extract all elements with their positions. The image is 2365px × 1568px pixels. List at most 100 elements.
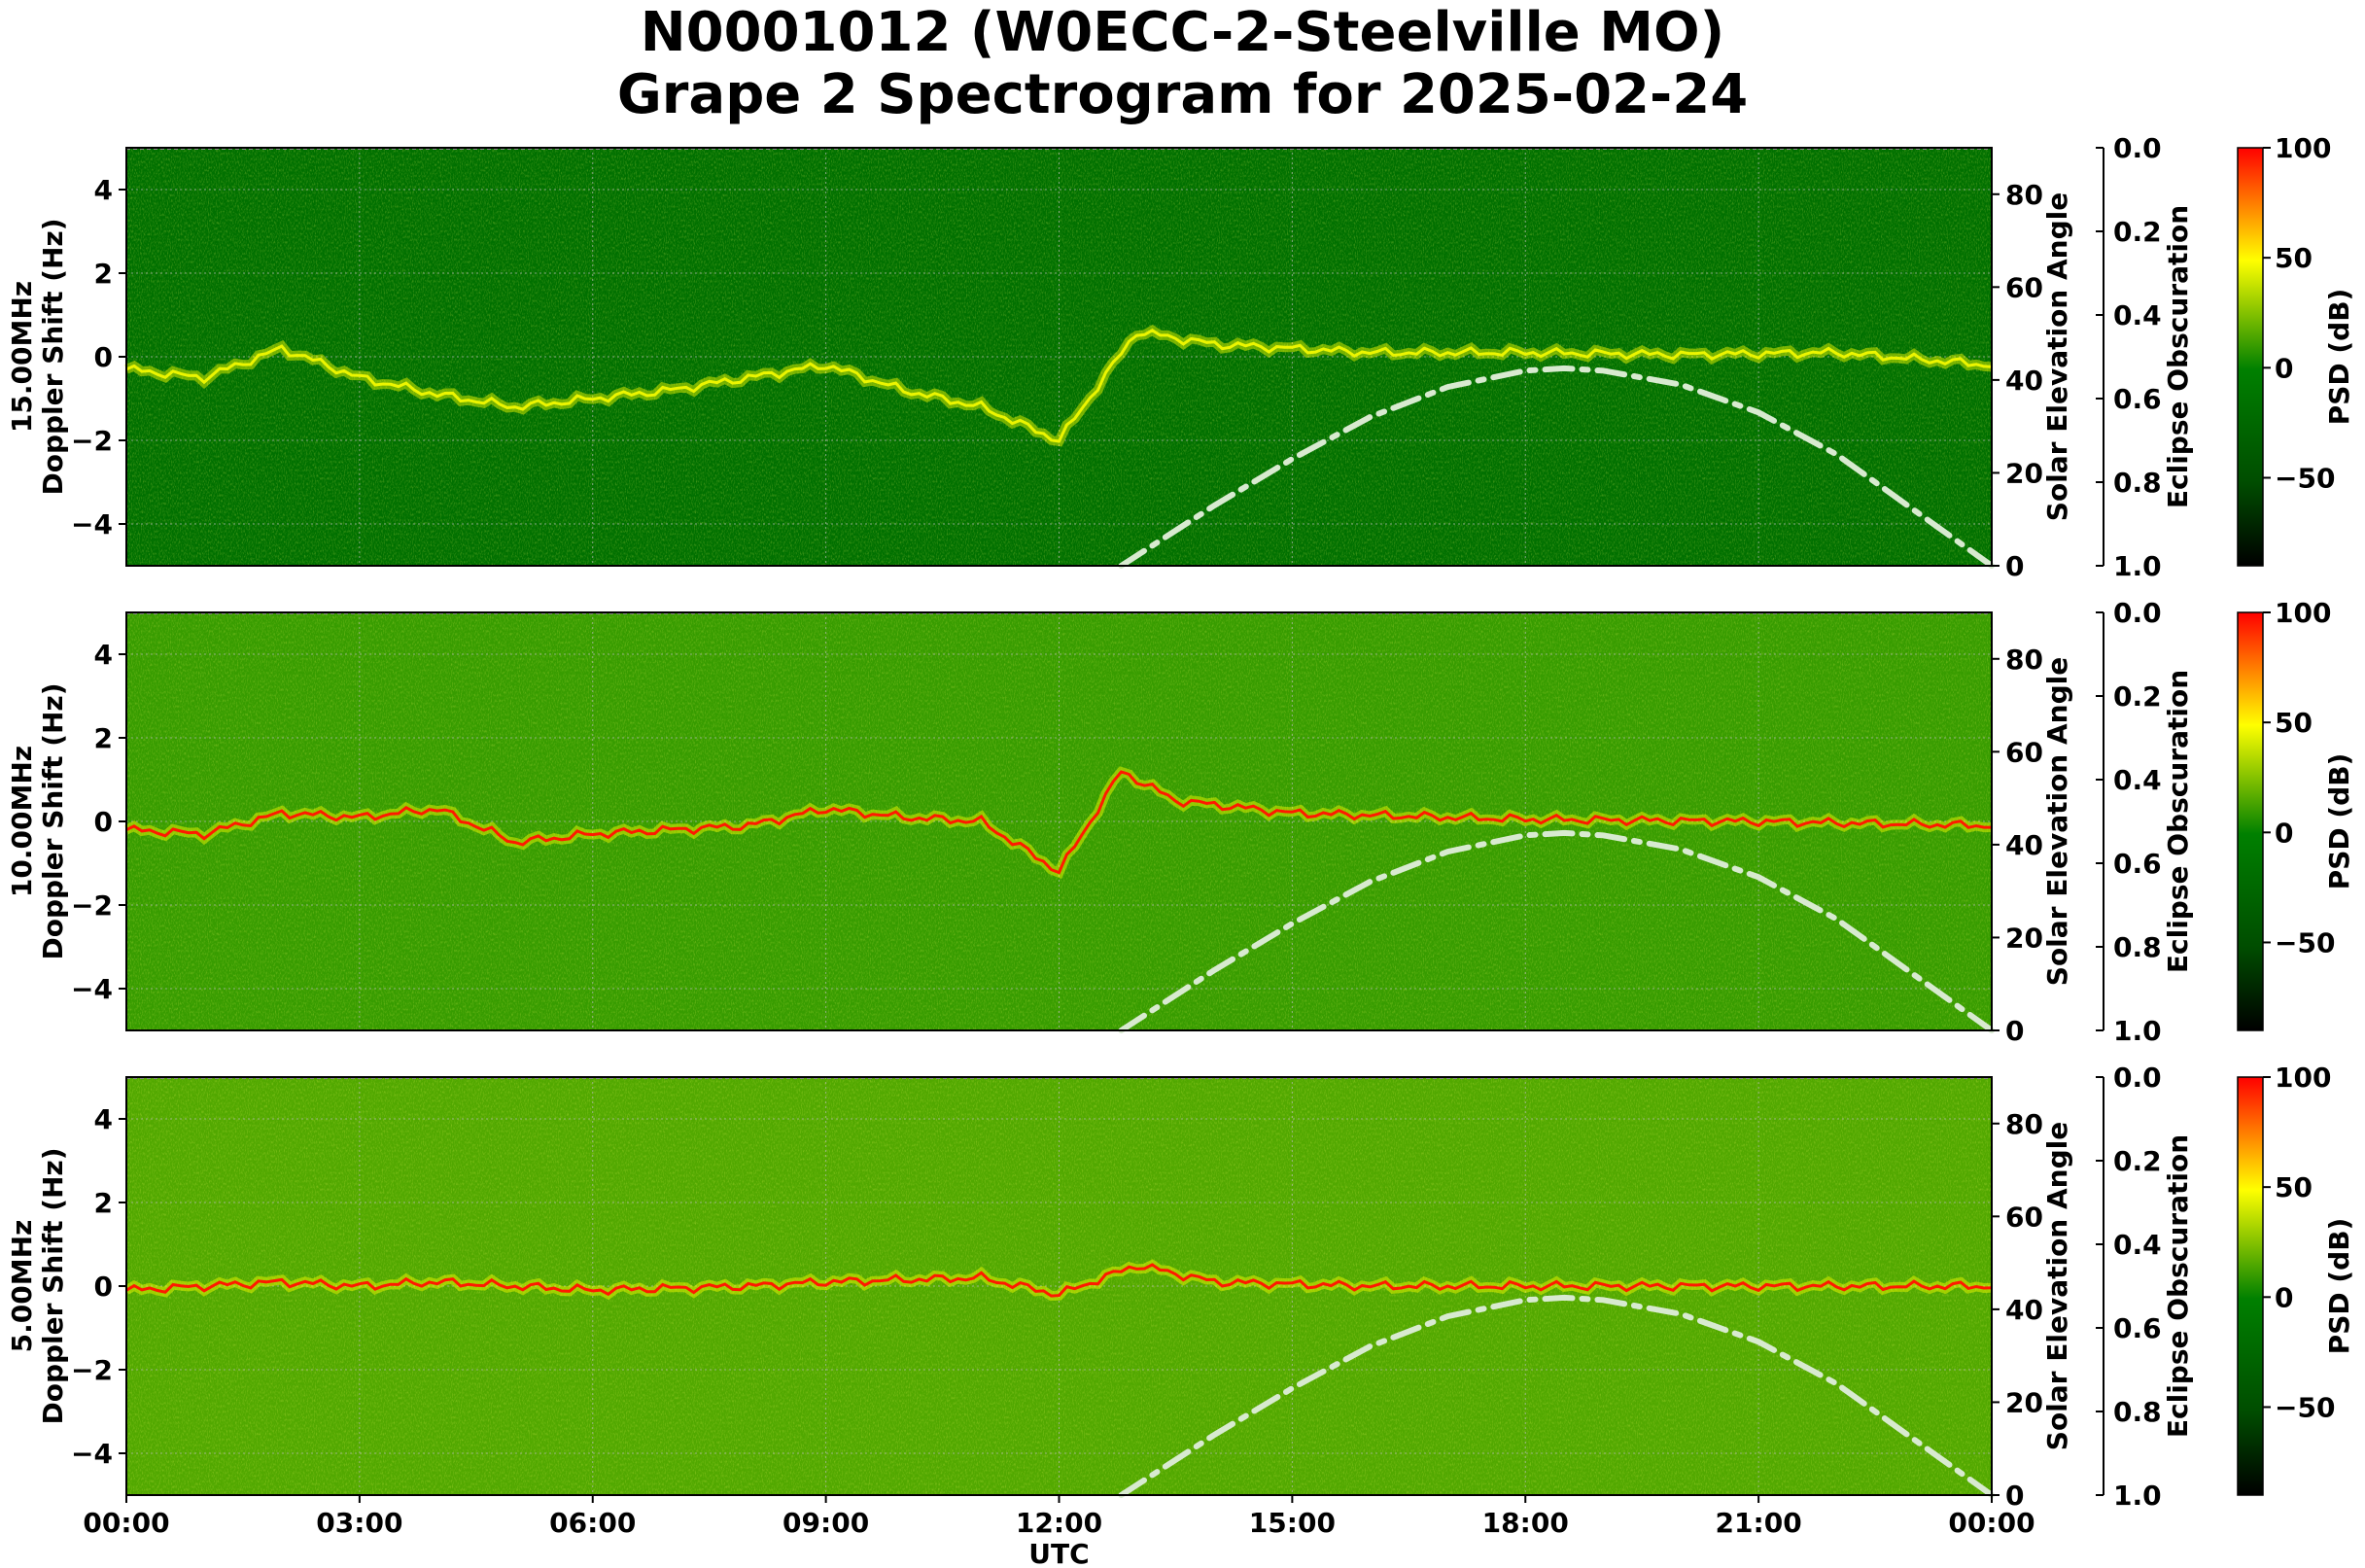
solar-tick-label: 20 — [2005, 1386, 2043, 1418]
x-axis-label: UTC — [1028, 1538, 1089, 1568]
y-tick-label: 0 — [94, 1271, 113, 1303]
y-axis-label-freq: 10.00MHz — [6, 746, 38, 897]
solar-tick-label: 60 — [2005, 1201, 2043, 1233]
eclipse-tick-label: 0.4 — [2113, 299, 2162, 331]
doppler-trace — [125, 770, 1992, 875]
x-tick-label: 03:00 — [316, 1507, 402, 1539]
panel-5.00MHz: 420−2−45.00MHz Doppler Shift (Hz)80604020… — [6, 1062, 2355, 1512]
y-tick-label: 4 — [94, 639, 113, 671]
colorbar-label: PSD (dB) — [2323, 1218, 2355, 1355]
eclipse-tick-label: 0.0 — [2113, 132, 2162, 164]
chart-title: N0001012 (W0ECC-2-Steelville MO) Grape 2… — [0, 2, 2365, 126]
colorbar — [2237, 1076, 2264, 1496]
y-tick-label: −4 — [71, 508, 113, 540]
chart-title-line1: N0001012 (W0ECC-2-Steelville MO) — [640, 1, 1725, 64]
eclipse-axis-label: Eclipse Obscuration — [2162, 205, 2194, 508]
y-axis-label-doppler: Doppler Shift (Hz) — [37, 1147, 69, 1424]
solar-axis-label: Solar Elevation Angle — [2041, 657, 2073, 986]
y-tick-label: −2 — [71, 1354, 113, 1386]
y-tick-label: −4 — [71, 973, 113, 1005]
solar-tick-label: 0 — [2005, 1480, 2024, 1512]
eclipse-tick-label: 1.0 — [2113, 1015, 2162, 1047]
eclipse-tick-label: 0.6 — [2113, 848, 2162, 880]
eclipse-tick-label: 0.6 — [2113, 1312, 2162, 1344]
solar-tick-label: 60 — [2005, 736, 2043, 768]
eclipse-tick-label: 0.4 — [2113, 764, 2162, 796]
colorbar — [2237, 147, 2264, 567]
y-axis-label-doppler: Doppler Shift (Hz) — [37, 682, 69, 959]
doppler-trace — [125, 1263, 1993, 1298]
colorbar-tick-label: 0 — [2275, 1281, 2293, 1313]
colorbar-tick-label: 100 — [2275, 132, 2331, 164]
eclipse-tick-label: 0.2 — [2113, 1145, 2162, 1177]
eclipse-tick-label: 1.0 — [2113, 550, 2162, 582]
y-axis-label-doppler: Doppler Shift (Hz) — [37, 218, 69, 495]
y-tick-label: 2 — [94, 722, 113, 754]
y-axis-label: 15.00MHz Doppler Shift (Hz) — [6, 218, 69, 495]
colorbar-tick-label: −50 — [2275, 926, 2335, 958]
eclipse-tick-label: 0.8 — [2113, 467, 2162, 499]
y-axis-label: 5.00MHz Doppler Shift (Hz) — [6, 1147, 69, 1424]
solar-tick-label: 0 — [2005, 1015, 2024, 1047]
eclipse-tick-label: 0.0 — [2113, 1062, 2162, 1094]
colorbar-tick-label: 100 — [2275, 597, 2331, 629]
panel-10.00MHz: 420−2−410.00MHz Doppler Shift (Hz)8060402… — [6, 597, 2355, 1047]
solar-axis-label: Solar Elevation Angle — [2041, 1122, 2073, 1450]
y-axis-label-freq: 5.00MHz — [6, 1220, 38, 1353]
y-tick-label: 4 — [94, 1103, 113, 1135]
eclipse-tick-label: 0.4 — [2113, 1229, 2162, 1261]
solar-elevation-curve — [1118, 829, 1995, 1033]
x-tick-label: 12:00 — [1016, 1507, 1102, 1539]
x-tick-label: 09:00 — [783, 1507, 869, 1539]
eclipse-tick-label: 0.0 — [2113, 597, 2162, 629]
eclipse-tick-label: 1.0 — [2113, 1480, 2162, 1512]
x-tick-label: 18:00 — [1482, 1507, 1569, 1539]
y-axis-label-freq: 15.00MHz — [6, 281, 38, 433]
solar-tick-label: 20 — [2005, 922, 2043, 954]
colorbar-label: PSD (dB) — [2323, 289, 2355, 426]
eclipse-axis-label: Eclipse Obscuration — [2162, 670, 2194, 973]
x-tick-label: 06:00 — [549, 1507, 636, 1539]
colorbar-label: PSD (dB) — [2323, 753, 2355, 890]
x-tick-label: 15:00 — [1249, 1507, 1336, 1539]
y-tick-label: −2 — [71, 889, 113, 922]
y-tick-label: 2 — [94, 1187, 113, 1219]
solar-tick-label: 0 — [2005, 550, 2024, 582]
solar-tick-label: 80 — [2005, 179, 2043, 211]
y-tick-label: 2 — [94, 258, 113, 290]
x-tick-label: 00:00 — [83, 1507, 169, 1539]
eclipse-tick-label: 0.8 — [2113, 931, 2162, 963]
colorbar — [2237, 611, 2264, 1031]
eclipse-tick-label: 0.8 — [2113, 1396, 2162, 1428]
colorbar-tick-label: −50 — [2275, 462, 2335, 494]
solar-tick-label: 20 — [2005, 457, 2043, 489]
solar-elevation-curve — [1118, 365, 1995, 569]
solar-tick-label: 80 — [2005, 644, 2043, 676]
colorbar-tick-label: 0 — [2275, 817, 2293, 849]
y-tick-label: 0 — [94, 341, 113, 373]
y-tick-label: 4 — [94, 174, 113, 206]
chart-title-line2: Grape 2 Spectrogram for 2025-02-24 — [616, 63, 1749, 126]
eclipse-tick-label: 0.2 — [2113, 680, 2162, 713]
eclipse-tick-label: 0.2 — [2113, 216, 2162, 248]
solar-axis-label: Solar Elevation Angle — [2041, 192, 2073, 521]
y-tick-label: 0 — [94, 806, 113, 838]
colorbar-tick-label: 0 — [2275, 352, 2293, 384]
solar-tick-label: 40 — [2005, 1294, 2043, 1326]
colorbar-tick-label: 50 — [2275, 707, 2313, 739]
eclipse-tick-label: 0.6 — [2113, 383, 2162, 415]
panel-15.00MHz: 420−2−415.00MHz Doppler Shift (Hz)8060402… — [6, 132, 2355, 582]
y-tick-label: −2 — [71, 425, 113, 457]
eclipse-axis-label: Eclipse Obscuration — [2162, 1134, 2194, 1438]
doppler-trace — [125, 329, 1993, 443]
colorbar-tick-label: 50 — [2275, 242, 2313, 274]
colorbar-tick-label: 100 — [2275, 1062, 2331, 1094]
x-tick-label: 00:00 — [1948, 1507, 2035, 1539]
y-axis-label: 10.00MHz Doppler Shift (Hz) — [6, 682, 69, 959]
x-tick-label: 21:00 — [1716, 1507, 1802, 1539]
solar-tick-label: 80 — [2005, 1108, 2043, 1140]
y-tick-label: −4 — [71, 1438, 113, 1470]
solar-elevation-curve — [1118, 1294, 1995, 1498]
colorbar-tick-label: −50 — [2275, 1391, 2335, 1423]
